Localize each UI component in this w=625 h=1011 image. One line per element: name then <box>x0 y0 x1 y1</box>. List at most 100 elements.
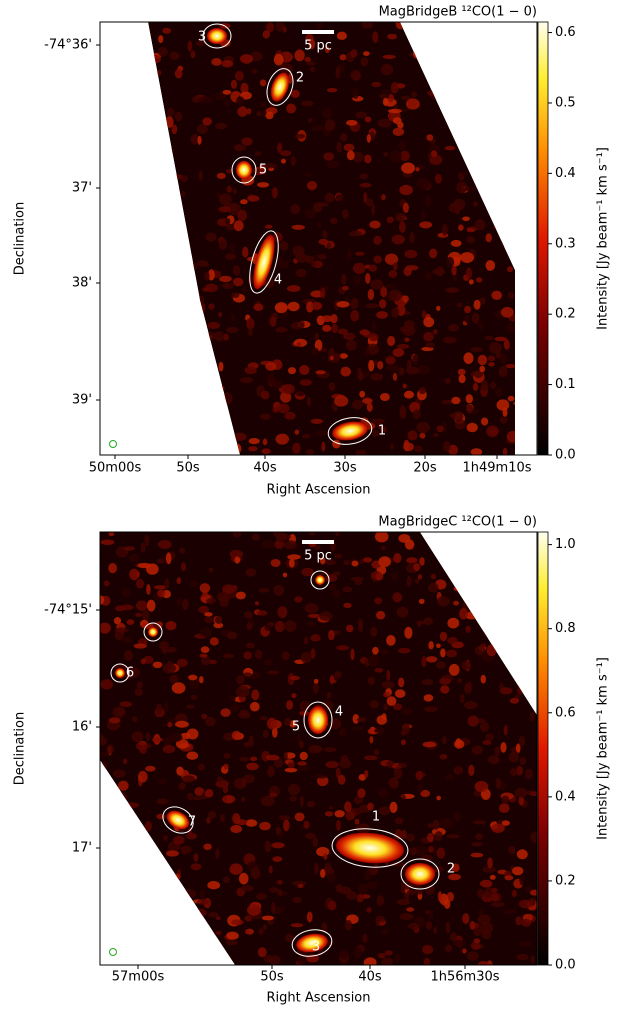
noise <box>423 55 432 66</box>
noise <box>204 616 214 624</box>
noise <box>128 885 140 895</box>
noise <box>336 301 350 308</box>
noise <box>163 147 175 155</box>
noise <box>487 857 493 869</box>
noise <box>100 960 105 965</box>
cloud <box>207 28 227 44</box>
noise <box>238 711 251 719</box>
noise <box>288 558 295 568</box>
noise <box>206 817 211 824</box>
noise <box>190 694 198 700</box>
noise <box>323 853 328 860</box>
noise <box>367 802 374 811</box>
noise <box>287 761 295 769</box>
cloud <box>236 161 252 179</box>
noise <box>206 597 216 605</box>
noise <box>106 960 119 965</box>
noise <box>404 249 418 259</box>
noise <box>215 191 221 199</box>
source-label: 5 <box>259 163 267 178</box>
noise <box>253 303 264 311</box>
noise <box>530 711 535 722</box>
noise <box>466 404 474 414</box>
noise <box>232 813 241 825</box>
noise <box>208 269 215 281</box>
noise <box>503 180 512 189</box>
noise <box>216 592 230 602</box>
noise <box>517 28 525 39</box>
noise <box>369 220 381 229</box>
noise <box>529 571 537 581</box>
noise <box>475 81 483 87</box>
noise <box>248 735 254 748</box>
noise <box>515 743 521 753</box>
noise <box>491 887 498 893</box>
noise <box>165 621 177 631</box>
noise <box>171 124 178 135</box>
noise <box>436 425 444 433</box>
noise <box>328 630 335 641</box>
noise <box>325 761 339 769</box>
noise <box>135 571 140 578</box>
noise <box>299 379 312 386</box>
noise <box>318 238 329 245</box>
noise <box>101 336 114 345</box>
noise <box>410 22 423 27</box>
noise <box>196 933 208 940</box>
noise <box>517 376 529 388</box>
noise <box>425 921 433 930</box>
y-tick-label: -74°15' <box>44 603 92 618</box>
beam <box>109 440 117 448</box>
noise <box>284 411 296 420</box>
noise <box>432 432 439 438</box>
noise <box>194 787 205 796</box>
noise <box>472 101 478 107</box>
noise <box>145 732 151 741</box>
noise <box>506 576 514 586</box>
noise <box>134 381 147 388</box>
noise <box>282 26 287 33</box>
noise <box>478 589 483 601</box>
noise <box>376 895 385 906</box>
noise <box>208 911 219 918</box>
noise <box>115 605 125 612</box>
noise <box>148 331 153 340</box>
noise <box>519 222 530 227</box>
noise <box>406 889 415 896</box>
noise <box>109 281 121 292</box>
noise <box>251 69 258 74</box>
noise <box>241 286 247 294</box>
noise <box>283 819 290 832</box>
noise <box>364 154 372 164</box>
noise <box>456 564 461 575</box>
noise <box>427 833 434 842</box>
noise <box>368 654 379 667</box>
noise <box>477 78 491 88</box>
noise <box>286 103 296 114</box>
cloud <box>405 863 435 885</box>
noise <box>164 338 174 346</box>
noise <box>346 624 354 633</box>
noise <box>133 643 147 649</box>
noise <box>207 810 217 819</box>
noise <box>473 299 481 310</box>
noise <box>106 821 111 827</box>
noise <box>474 566 484 573</box>
noise <box>169 51 180 60</box>
noise <box>231 919 244 926</box>
noise <box>255 151 262 156</box>
noise <box>456 677 463 684</box>
noise <box>452 940 466 947</box>
noise <box>484 335 494 341</box>
noise <box>505 364 515 369</box>
noise <box>377 118 392 128</box>
noise <box>325 46 330 54</box>
noise <box>495 36 506 47</box>
noise <box>470 347 483 353</box>
noise <box>421 679 434 686</box>
noise <box>261 915 274 921</box>
noise <box>224 98 230 107</box>
noise <box>392 127 405 136</box>
noise <box>205 444 215 455</box>
noise <box>224 284 229 289</box>
